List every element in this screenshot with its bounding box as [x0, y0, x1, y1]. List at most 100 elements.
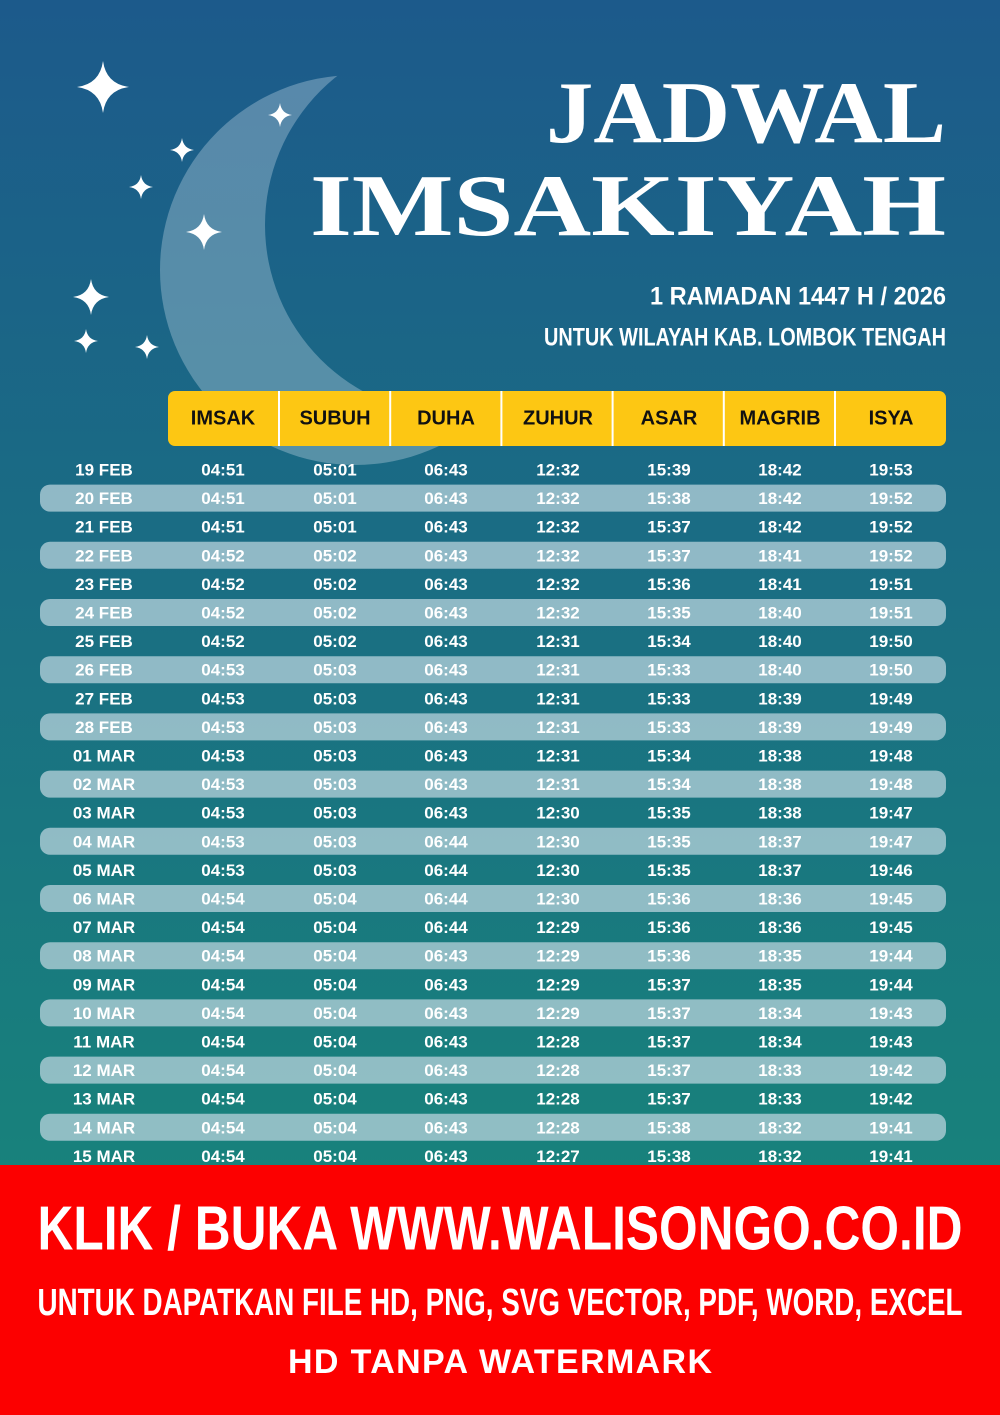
time-cell: 05:04: [313, 975, 357, 994]
time-cell: 12:31: [536, 689, 579, 708]
time-cell: 12:30: [536, 832, 579, 851]
time-cell: 05:03: [313, 661, 356, 680]
row-date: 23 FEB: [75, 575, 133, 594]
time-cell: 18:40: [758, 661, 801, 680]
time-cell: 04:53: [201, 832, 244, 851]
time-cell: 06:43: [424, 804, 467, 823]
time-cell: 04:54: [201, 1032, 245, 1051]
row-date: 03 MAR: [73, 804, 135, 823]
time-cell: 05:02: [313, 575, 356, 594]
time-cell: 12:31: [536, 718, 579, 737]
time-cell: 05:02: [313, 603, 356, 622]
time-cell: 04:51: [201, 460, 244, 479]
time-cell: 12:32: [536, 575, 579, 594]
time-cell: 12:29: [536, 975, 579, 994]
time-cell: 18:38: [758, 804, 801, 823]
row-date: 02 MAR: [73, 775, 135, 794]
row-band: [40, 942, 946, 970]
time-cell: 04:53: [201, 689, 244, 708]
time-cell: 19:51: [869, 603, 912, 622]
time-cell: 06:43: [424, 1004, 467, 1023]
time-cell: 06:43: [424, 575, 467, 594]
time-cell: 18:39: [758, 689, 801, 708]
time-cell: 06:43: [424, 1032, 467, 1051]
time-cell: 18:37: [758, 861, 801, 880]
time-cell: 18:32: [758, 1118, 801, 1137]
time-cell: 12:29: [536, 1004, 579, 1023]
time-cell: 18:40: [758, 603, 801, 622]
row-date: 04 MAR: [73, 832, 135, 851]
time-cell: 05:02: [313, 632, 356, 651]
time-cell: 06:43: [424, 947, 467, 966]
time-cell: 12:31: [536, 661, 579, 680]
time-cell: 05:03: [313, 861, 356, 880]
row-date: 12 MAR: [73, 1061, 135, 1080]
time-cell: 12:29: [536, 918, 579, 937]
time-cell: 06:43: [424, 1061, 467, 1080]
row-band: [40, 656, 946, 684]
title-line: IMSAKIYAH: [310, 158, 946, 255]
column-header: MAGRIB: [739, 407, 820, 429]
time-cell: 06:43: [424, 975, 467, 994]
row-date: 14 MAR: [73, 1118, 135, 1137]
time-cell: 19:45: [869, 918, 912, 937]
time-cell: 19:53: [869, 460, 912, 479]
time-cell: 06:43: [424, 603, 467, 622]
time-cell: 15:37: [647, 1061, 690, 1080]
time-cell: 05:03: [313, 746, 356, 765]
time-cell: 12:31: [536, 632, 579, 651]
time-cell: 12:31: [536, 775, 579, 794]
time-cell: 05:04: [313, 947, 357, 966]
time-cell: 15:36: [647, 575, 690, 594]
time-cell: 04:54: [201, 1090, 245, 1109]
time-cell: 18:42: [758, 518, 801, 537]
table-header-bar: [168, 391, 946, 446]
row-date: 26 FEB: [75, 661, 133, 680]
time-cell: 19:48: [869, 746, 912, 765]
row-date: 07 MAR: [73, 918, 135, 937]
time-cell: 15:38: [647, 1118, 690, 1137]
time-cell: 19:44: [869, 975, 913, 994]
time-cell: 06:43: [424, 1118, 467, 1137]
time-cell: 18:36: [758, 918, 801, 937]
row-date: 06 MAR: [73, 889, 135, 908]
row-date: 01 MAR: [73, 746, 135, 765]
time-cell: 12:28: [536, 1061, 579, 1080]
time-cell: 12:28: [536, 1032, 579, 1051]
row-date: 09 MAR: [73, 975, 135, 994]
row-date: 05 MAR: [73, 861, 135, 880]
time-cell: 15:33: [647, 661, 690, 680]
time-cell: 15:37: [647, 546, 690, 565]
time-cell: 05:04: [313, 1032, 357, 1051]
time-cell: 12:30: [536, 861, 579, 880]
row-date: 13 MAR: [73, 1090, 135, 1109]
time-cell: 15:35: [647, 832, 690, 851]
time-cell: 06:44: [424, 918, 468, 937]
row-date: 11 MAR: [73, 1032, 134, 1051]
time-cell: 15:33: [647, 689, 690, 708]
time-cell: 15:36: [647, 947, 690, 966]
time-cell: 06:43: [424, 460, 467, 479]
time-cell: 05:01: [313, 460, 356, 479]
time-cell: 04:53: [201, 775, 244, 794]
time-cell: 04:52: [201, 575, 244, 594]
time-cell: 19:44: [869, 947, 913, 966]
time-cell: 18:40: [758, 632, 801, 651]
time-cell: 12:32: [536, 546, 579, 565]
time-cell: 15:35: [647, 804, 690, 823]
time-cell: 19:46: [869, 861, 912, 880]
time-cell: 18:33: [758, 1061, 801, 1080]
time-cell: 06:43: [424, 775, 467, 794]
time-cell: 15:33: [647, 718, 690, 737]
time-cell: 18:36: [758, 889, 801, 908]
row-date: 25 FEB: [75, 632, 133, 651]
time-cell: 04:52: [201, 603, 244, 622]
row-band: [40, 999, 946, 1027]
time-cell: 18:35: [758, 975, 801, 994]
time-cell: 12:32: [536, 518, 579, 537]
footer-headline: KLIK / BUKA WWW.WALISONGO.CO.ID: [38, 1194, 963, 1263]
time-cell: 12:28: [536, 1118, 579, 1137]
time-cell: 04:54: [201, 1118, 245, 1137]
